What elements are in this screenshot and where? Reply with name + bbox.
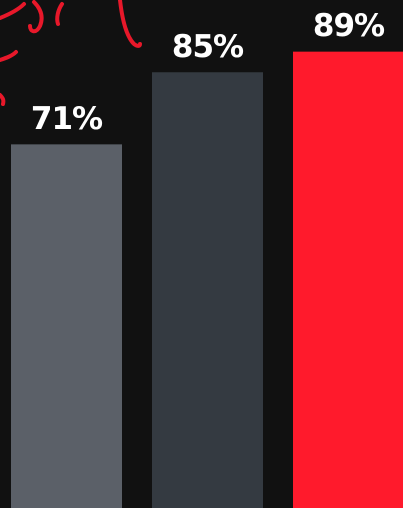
scribble-stroke (0, 50, 18, 62)
bar (11, 144, 122, 508)
value-label: 85% (172, 29, 244, 65)
value-label: 71% (31, 101, 103, 137)
value-label: 89% (313, 8, 385, 44)
scribble (0, 0, 142, 106)
scribble-stroke (55, 2, 64, 26)
scribble-stroke (0, 2, 26, 20)
bar (152, 72, 263, 508)
scribble-stroke (28, 0, 44, 34)
scribble-stroke (0, 93, 6, 106)
bar (293, 51, 403, 508)
scribble-stroke (118, 0, 142, 48)
